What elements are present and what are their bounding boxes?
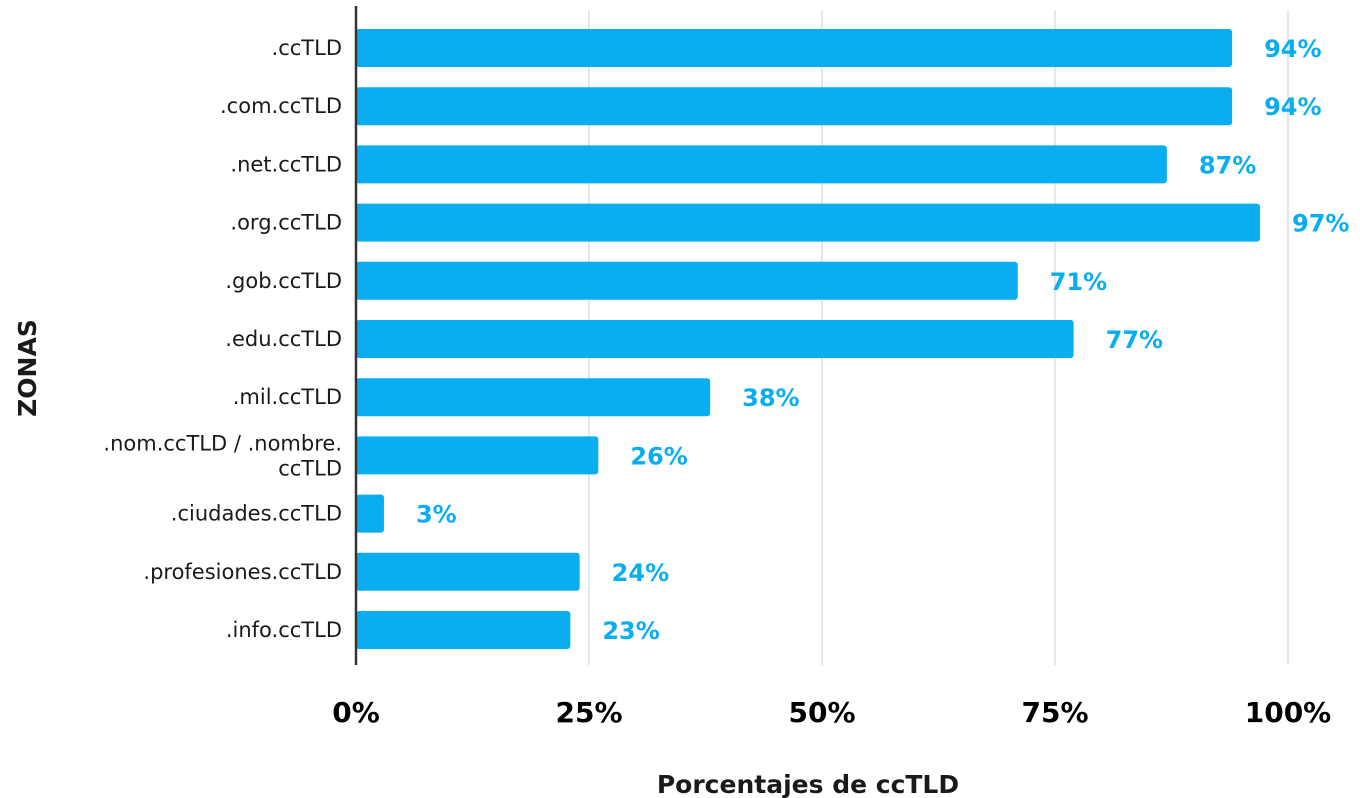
data-label: 3% <box>416 501 457 529</box>
x-tick-label: 100% <box>1245 696 1332 729</box>
category-label: .ciudades.ccTLD <box>171 502 342 526</box>
data-label: 94% <box>1264 93 1321 121</box>
data-label: 23% <box>602 617 659 645</box>
data-label: 26% <box>630 442 687 470</box>
data-label: 77% <box>1106 326 1163 354</box>
x-tick-label: 0% <box>332 696 380 729</box>
category-label: .net.ccTLD <box>230 152 342 176</box>
data-label: 38% <box>742 384 799 412</box>
data-label: 24% <box>612 559 669 587</box>
category-label: .edu.ccTLD <box>225 327 342 351</box>
bar <box>356 552 580 591</box>
x-tick-label: 75% <box>1021 696 1088 729</box>
bar <box>356 320 1074 358</box>
y-axis-title: ZONAS <box>13 319 42 417</box>
x-axis-title: Porcentajes de ccTLD <box>657 770 959 798</box>
data-label: 94% <box>1264 35 1321 63</box>
bar <box>356 29 1233 67</box>
category-label: .org.ccTLD <box>230 211 342 235</box>
bar <box>356 145 1167 184</box>
category-label: .mil.ccTLD <box>233 385 342 409</box>
bar <box>356 203 1261 242</box>
category-label: .profesiones.ccTLD <box>143 560 342 584</box>
bar <box>356 378 711 417</box>
data-label: 97% <box>1292 210 1349 238</box>
bar <box>356 494 384 533</box>
category-labels: .ccTLD .com.ccTLD .net.ccTLD .org.ccTLD .gob… <box>103 36 342 642</box>
bar <box>356 611 571 649</box>
bar <box>356 436 599 475</box>
x-tick-label: 25% <box>555 696 622 729</box>
bar <box>356 87 1233 126</box>
category-label: .ccTLD <box>272 36 342 60</box>
x-tick-label: 50% <box>788 696 855 729</box>
value-labels: 94% 94% 87% 97% 71% 77% 38% 26% 3% 24% 23% <box>416 35 1350 645</box>
category-label: .nom.ccTLD / .nombre. ccTLD <box>103 431 342 480</box>
category-label: .info.ccTLD <box>226 618 342 642</box>
data-label: 87% <box>1199 151 1256 179</box>
x-tick-labels: 0% 25% 50% 75% 100% <box>332 696 1331 729</box>
bars <box>356 29 1261 649</box>
data-label: 71% <box>1050 268 1107 296</box>
category-label: .com.ccTLD <box>220 94 342 118</box>
category-label: .gob.ccTLD <box>225 269 342 293</box>
bar <box>356 261 1018 300</box>
